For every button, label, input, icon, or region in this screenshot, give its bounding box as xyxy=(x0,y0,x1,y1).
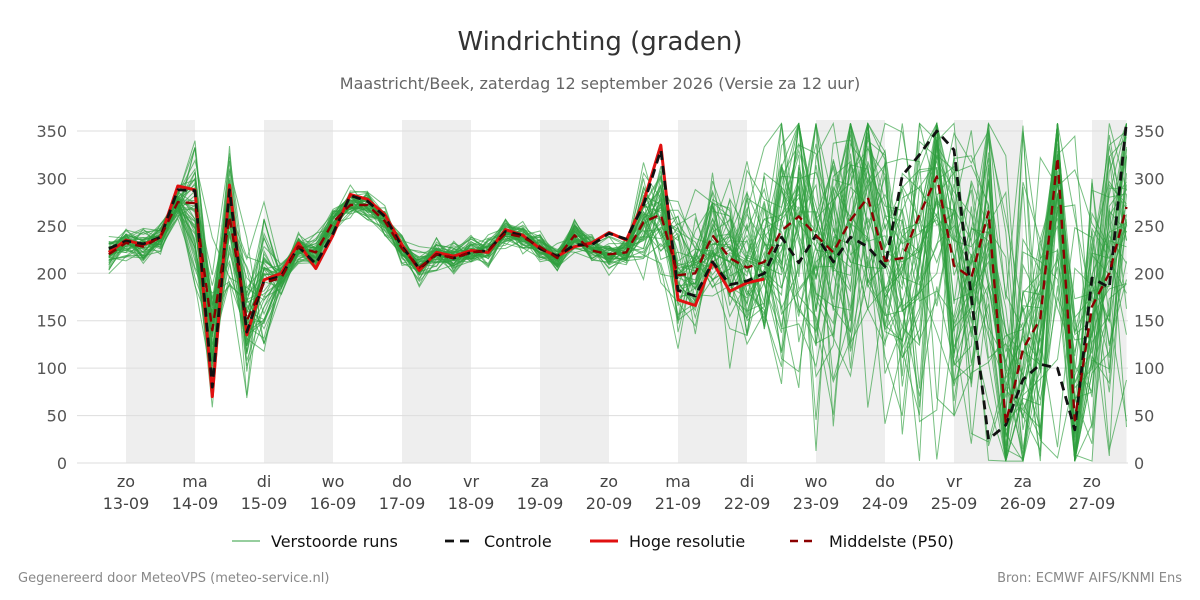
x-axis: zo 13-09 ma 14-09 di 15-09 wo 16-09 do 17-09 vr 18-… xyxy=(103,472,1116,513)
y-tick-label-left: 50 xyxy=(47,407,67,426)
y-tick-label-left: 150 xyxy=(36,312,67,331)
x-tick-date: 14-09 xyxy=(172,494,219,513)
y-tick-label-left: 350 xyxy=(36,122,67,141)
y-tick-label-right: 100 xyxy=(1134,359,1165,378)
shaded-day-band xyxy=(540,120,609,463)
x-tick-day: di xyxy=(740,472,755,491)
legend: Verstoorde runs Controle Hoge resolutie Mid… xyxy=(232,532,954,551)
legend-label-median: Middelste (P50) xyxy=(829,532,954,551)
x-tick-date: 22-09 xyxy=(724,494,771,513)
x-tick-date: 27-09 xyxy=(1069,494,1116,513)
y-tick-label-right: 250 xyxy=(1134,217,1165,236)
ensemble-member-line xyxy=(108,153,1127,463)
x-tick-date: 21-09 xyxy=(655,494,702,513)
x-tick-day: wo xyxy=(805,472,828,491)
x-tick-date: 19-09 xyxy=(517,494,564,513)
x-tick-date: 15-09 xyxy=(241,494,288,513)
x-tick-day: za xyxy=(531,472,549,491)
ensemble-member-line xyxy=(108,123,1127,462)
shaded-day-band xyxy=(126,120,195,463)
ensemble-member-line xyxy=(108,123,1127,461)
ensemble-member-line xyxy=(108,122,1127,444)
x-tick-day: zo xyxy=(600,472,618,491)
x-tick-day: vr xyxy=(463,472,479,491)
legend-label-hires: Hoge resolutie xyxy=(629,532,745,551)
y-tick-label-right: 0 xyxy=(1134,454,1144,473)
chart-title: Windrichting (graden) xyxy=(457,27,742,57)
x-tick-date: 16-09 xyxy=(310,494,357,513)
footer-source: Bron: ECMWF AIFS/KNMI Ens xyxy=(997,571,1182,586)
ensemble-member-line xyxy=(108,123,1127,462)
x-tick-date: 24-09 xyxy=(862,494,909,513)
x-tick-day: zo xyxy=(1083,472,1101,491)
y-tick-label-left: 200 xyxy=(36,264,67,283)
y-tick-label-left: 0 xyxy=(57,454,67,473)
shaded-day-band xyxy=(402,120,471,463)
y-axis-right: 0 50 100 150 200 250 300 350 xyxy=(1134,122,1165,473)
x-tick-day: do xyxy=(392,472,412,491)
y-tick-label-left: 250 xyxy=(36,217,67,236)
x-tick-day: di xyxy=(257,472,272,491)
x-tick-day: ma xyxy=(182,472,207,491)
y-tick-label-left: 300 xyxy=(36,169,67,188)
y-tick-label-right: 200 xyxy=(1134,264,1165,283)
main-series-lines xyxy=(107,121,1128,441)
ensemble-member-line xyxy=(108,123,1127,460)
y-tick-label-left: 100 xyxy=(36,359,67,378)
x-tick-day: vr xyxy=(946,472,962,491)
gridlines xyxy=(77,130,1128,464)
x-tick-date: 17-09 xyxy=(379,494,426,513)
x-tick-date: 25-09 xyxy=(931,494,978,513)
legend-label-control: Controle xyxy=(484,532,552,551)
legend-label-ensemble: Verstoorde runs xyxy=(271,532,398,551)
x-tick-day: do xyxy=(875,472,895,491)
x-tick-day: wo xyxy=(322,472,345,491)
x-tick-date: 13-09 xyxy=(103,494,150,513)
footer-generated-by: Gegenereerd door MeteoVPS (meteo-service… xyxy=(18,571,330,586)
x-tick-date: 18-09 xyxy=(448,494,495,513)
y-axis-left: 0 50 100 150 200 250 300 350 xyxy=(36,122,67,473)
x-tick-date: 26-09 xyxy=(1000,494,1047,513)
x-tick-day: za xyxy=(1014,472,1032,491)
x-tick-date: 20-09 xyxy=(586,494,633,513)
y-tick-label-right: 150 xyxy=(1134,312,1165,331)
x-tick-day: ma xyxy=(665,472,690,491)
y-tick-label-right: 50 xyxy=(1134,407,1154,426)
chart-subtitle: Maastricht/Beek, zaterdag 12 september 2… xyxy=(340,74,860,93)
y-tick-label-right: 300 xyxy=(1134,169,1165,188)
x-tick-date: 23-09 xyxy=(793,494,840,513)
y-tick-label-right: 350 xyxy=(1134,122,1165,141)
x-tick-day: zo xyxy=(117,472,135,491)
ensemble-member-line xyxy=(108,123,1127,430)
ensemble-member-line xyxy=(108,121,1127,434)
